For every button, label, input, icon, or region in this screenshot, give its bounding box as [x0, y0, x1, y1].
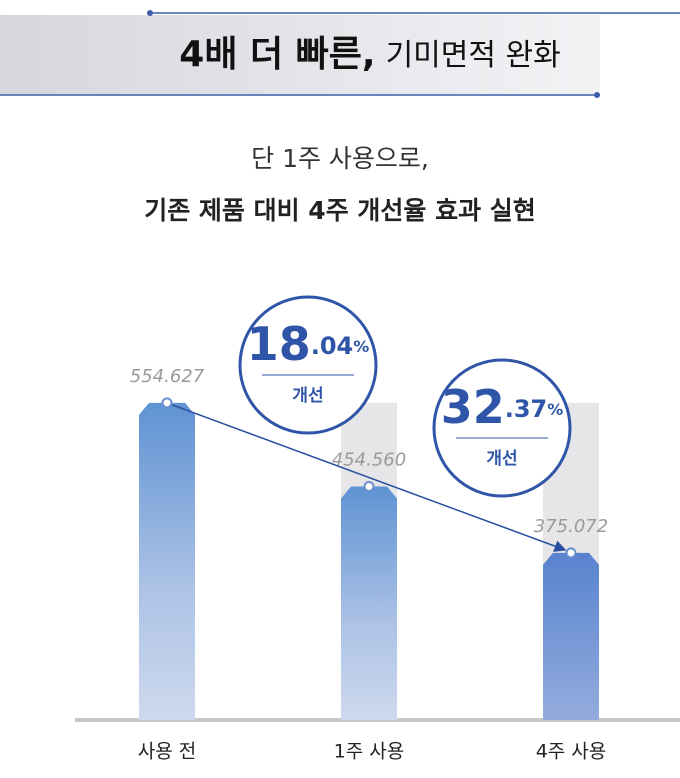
point-marker [363, 480, 375, 492]
value-label: 554.627 [130, 366, 205, 387]
plot: 554.627 사용 전 454.560 1주 사용 375.072 4주 사용 18.04… [130, 295, 608, 763]
x-tick-label: 4주 사용 [536, 741, 607, 763]
chart-title: 4배 더 빠른, 기미면적 완화 [179, 34, 560, 75]
badge-label: 개선 [486, 449, 517, 469]
bar [543, 552, 599, 720]
badge-label: 개선 [292, 386, 323, 406]
point-marker [161, 397, 173, 409]
trend-line [166, 402, 567, 552]
header-dot [147, 10, 153, 16]
badge-integer: 32 [441, 380, 505, 434]
badge-value: 18.04% [247, 317, 370, 371]
x-tick-label: 사용 전 [138, 741, 196, 763]
bar [341, 486, 397, 720]
badge-unit: % [547, 400, 563, 419]
badge-fraction: .04 [311, 332, 354, 360]
value-label: 454.560 [332, 449, 406, 470]
header-dot [594, 92, 600, 98]
x-tick-label: 1주 사용 [334, 741, 405, 763]
subtitle: 기존 제품 대비 4주 개선율 효과 실현 [144, 196, 536, 225]
title-rest: 기미면적 완화 [386, 38, 561, 73]
badge-integer: 18 [247, 317, 311, 371]
title-bold: 4배 더 빠른, [179, 34, 375, 75]
subtitle: 단 1주 사용으로, [251, 144, 429, 173]
header-bg [0, 15, 600, 95]
badge-fraction: .37 [505, 395, 548, 423]
badge-unit: % [353, 337, 369, 356]
value-label: 375.072 [534, 516, 608, 537]
badge [432, 358, 572, 498]
badge [238, 295, 378, 435]
point-marker [565, 547, 577, 559]
badge-value: 32.37% [441, 380, 564, 434]
bar [139, 402, 195, 720]
